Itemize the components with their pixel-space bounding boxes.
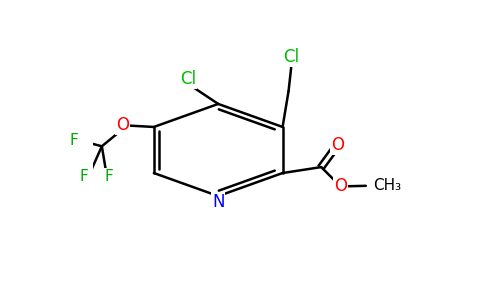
Text: O: O [116,116,129,134]
Text: F: F [80,169,89,184]
Text: CH₃: CH₃ [373,178,401,193]
Text: F: F [69,133,78,148]
Text: N: N [212,193,225,211]
Text: O: O [334,177,347,195]
Text: Cl: Cl [284,48,300,66]
Text: F: F [105,169,114,184]
Text: Cl: Cl [181,70,197,88]
Text: O: O [331,136,344,154]
